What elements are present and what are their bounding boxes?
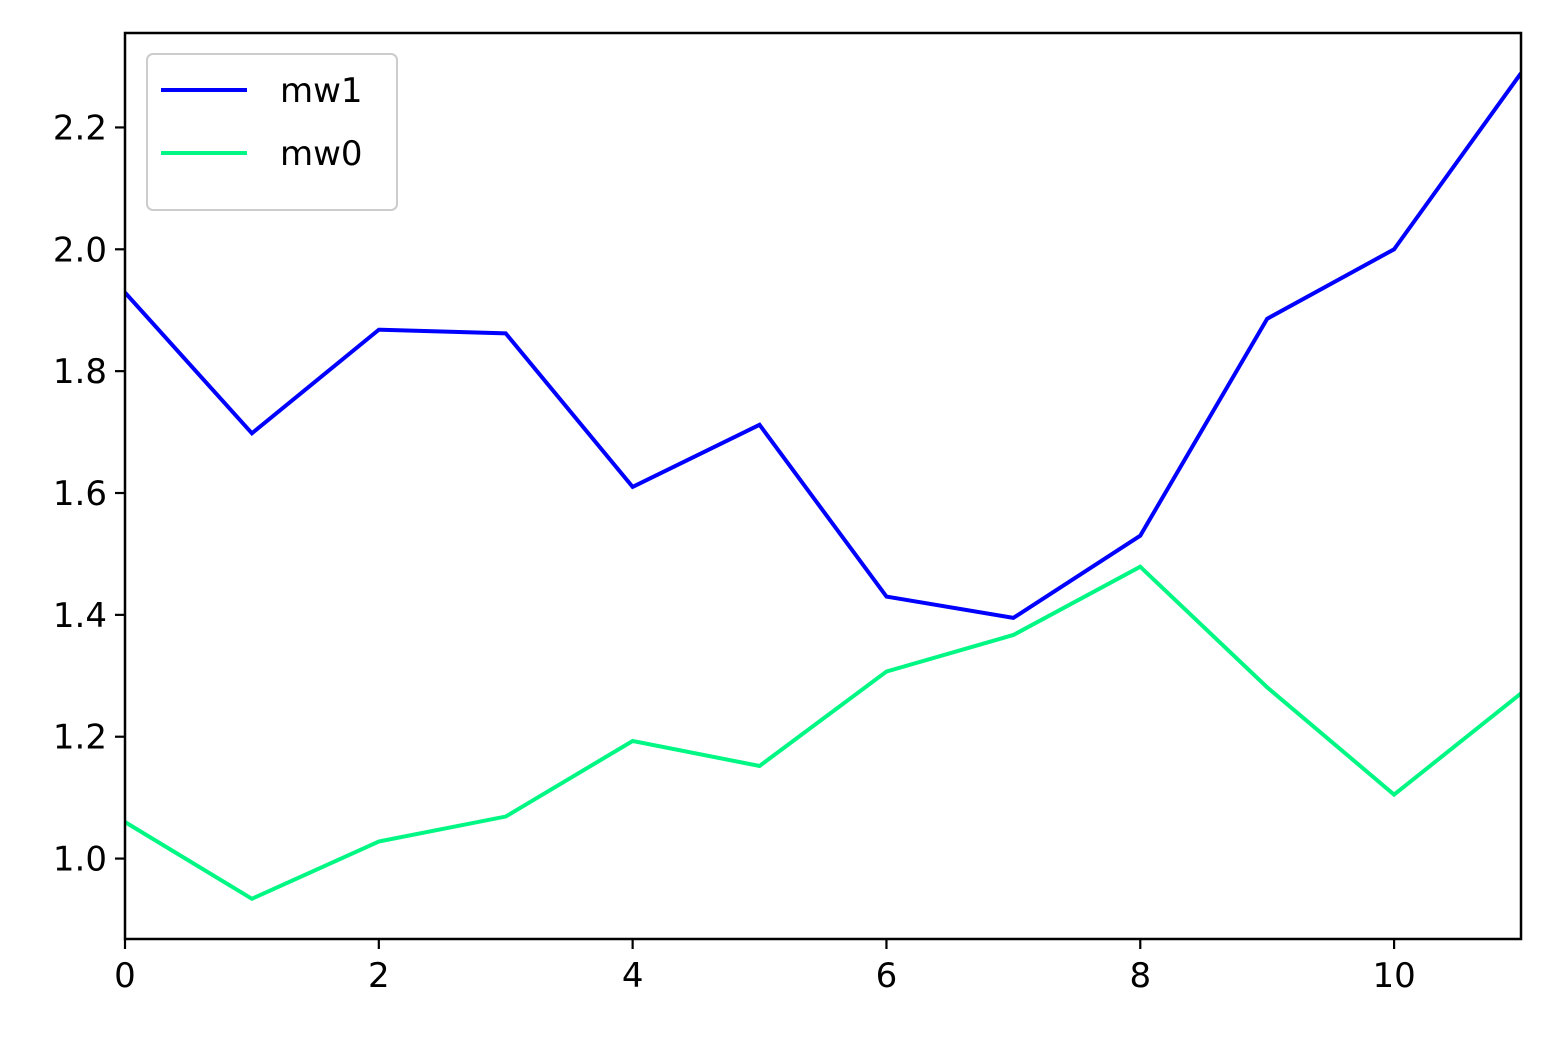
x-tick-label: 4 [622,956,644,996]
x-tick-label: 10 [1372,956,1415,996]
y-tick-label: 1.4 [53,596,107,636]
legend-box [146,53,398,211]
plot-frame [123,31,1523,941]
legend: mw1 mw0 [146,53,398,211]
y-tick-label: 1.6 [53,474,107,514]
series-line-mw0 [125,564,1521,902]
legend-label-mw1: mw1 [280,71,363,111]
x-tick-label: 2 [368,956,390,996]
series-layer [125,72,1521,902]
x-axis: 0 2 4 6 8 10 [114,939,1416,996]
x-tick-label: 0 [114,956,136,996]
legend-label-mw0: mw0 [280,134,363,174]
y-tick-label: 1.0 [53,840,107,880]
y-tick-label: 1.2 [53,718,107,758]
y-tick-label: 1.8 [53,352,107,392]
x-tick-label: 8 [1129,956,1151,996]
y-axis: 1.0 1.2 1.4 1.6 1.8 2.0 2.2 [53,108,125,880]
series-line-mw1 [125,72,1521,621]
y-tick-label: 2.2 [53,108,107,148]
y-tick-label: 2.0 [53,230,107,270]
x-tick-label: 6 [876,956,898,996]
